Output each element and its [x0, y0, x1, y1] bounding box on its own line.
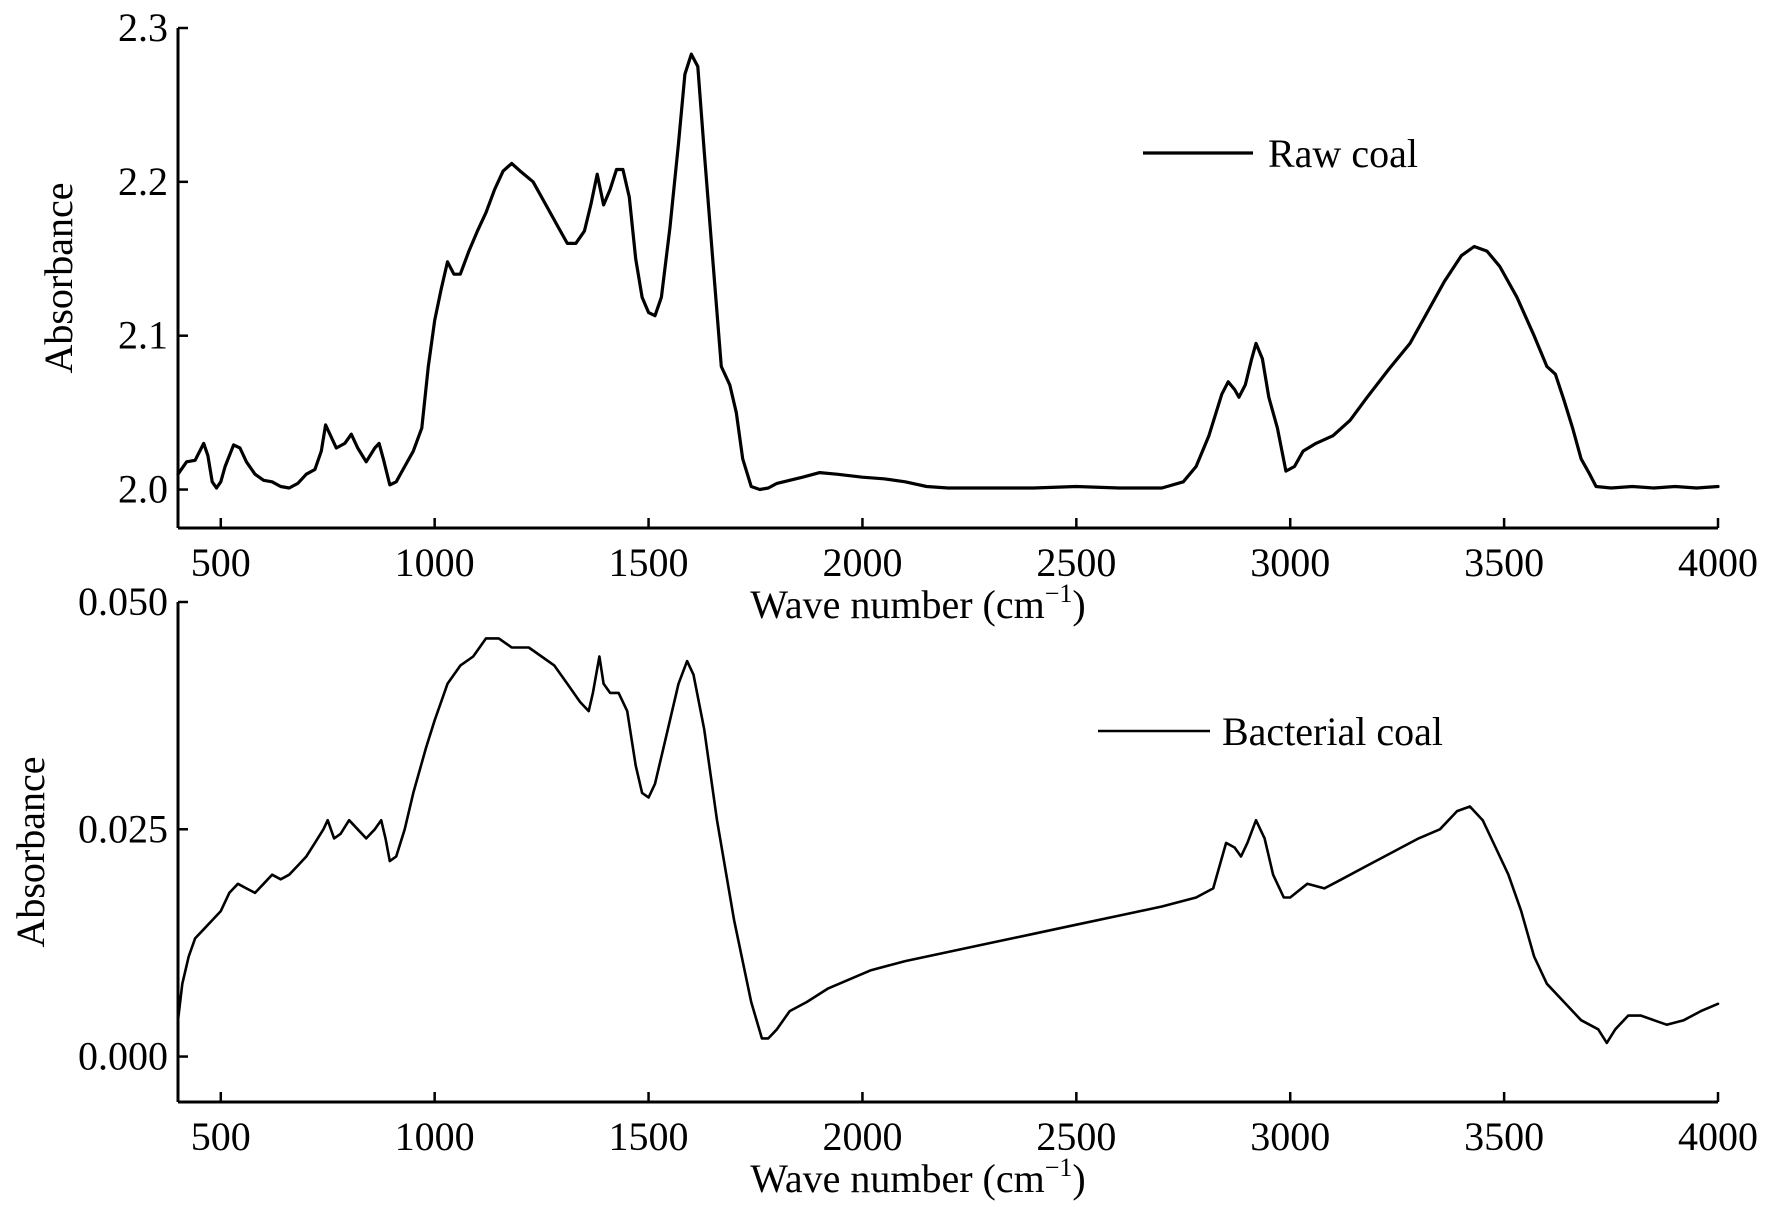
raw-coal-y-tick-label: 2.3	[118, 5, 168, 50]
bacterial-coal-x-tick-label: 500	[191, 1114, 251, 1159]
bacterial-coal-y-tick-label: 0.025	[78, 806, 168, 851]
bacterial-coal-x-tick-label: 1000	[395, 1114, 475, 1159]
raw-coal-panel: 500 1000 1500 2000 2500 3000 3500 4000 2.0 2.1 2.2…	[36, 5, 1758, 627]
raw-coal-y-tick-label: 2.0	[118, 467, 168, 512]
bacterial-coal-series-line	[176, 637, 1720, 1045]
raw-coal-x-tick-label: 1500	[609, 540, 689, 585]
bacterial-coal-legend-label: Bacterial coal	[1222, 709, 1443, 754]
raw-coal-x-tick-label: 2000	[822, 540, 902, 585]
raw-coal-y-tick-label: 2.2	[118, 159, 168, 204]
bacterial-coal-x-tick-label: 2000	[822, 1114, 902, 1159]
raw-coal-x-axis-title: Wave number (cm−1)	[750, 579, 1085, 627]
raw-coal-y-axis-title: Absorbance	[36, 182, 81, 373]
bacterial-coal-x-axis-title: Wave number (cm−1)	[750, 1153, 1085, 1201]
bacterial-coal-x-tick-label: 4000	[1678, 1114, 1758, 1159]
bacterial-coal-legend: Bacterial coal	[1098, 709, 1443, 754]
raw-coal-legend: Raw coal	[1143, 131, 1418, 176]
raw-coal-y-tick-label: 2.1	[118, 313, 168, 358]
bacterial-coal-y-tick-label: 0.050	[78, 579, 168, 624]
bacterial-coal-x-tick-label: 2500	[1036, 1114, 1116, 1159]
raw-coal-x-tick-label: 500	[191, 540, 251, 585]
raw-coal-x-tick-label: 3500	[1464, 540, 1544, 585]
raw-coal-x-tick-label: 2500	[1036, 540, 1116, 585]
bacterial-coal-panel: 500 1000 1500 2000 2500 3000 3500 4000 0.000 0.02…	[8, 579, 1758, 1201]
raw-coal-legend-label: Raw coal	[1268, 131, 1418, 176]
raw-coal-x-tick-label: 1000	[395, 540, 475, 585]
bacterial-coal-x-tick-label: 1500	[609, 1114, 689, 1159]
raw-coal-x-tick-label: 3000	[1250, 540, 1330, 585]
bacterial-coal-x-tick-label: 3000	[1250, 1114, 1330, 1159]
raw-coal-series-line	[176, 52, 1720, 492]
bacterial-coal-y-axis-title: Absorbance	[8, 756, 53, 947]
bacterial-coal-y-tick-label: 0.000	[78, 1034, 168, 1079]
bacterial-coal-x-tick-label: 3500	[1464, 1114, 1544, 1159]
raw-coal-x-tick-label: 4000	[1678, 540, 1758, 585]
